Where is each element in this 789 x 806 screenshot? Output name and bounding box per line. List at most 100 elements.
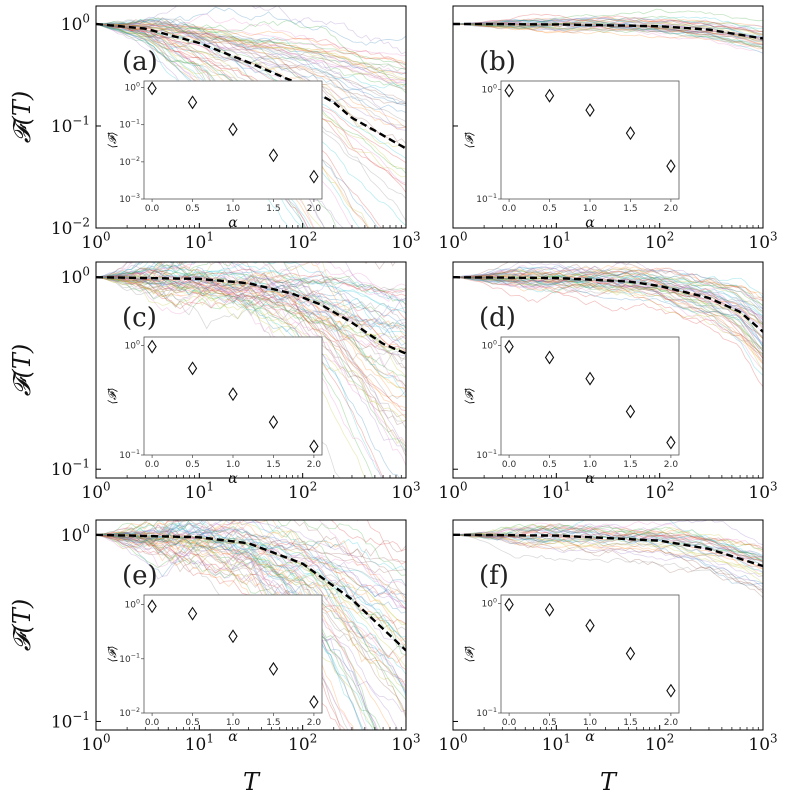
trajectory-line (453, 276, 763, 344)
trajectory-line (96, 22, 406, 94)
trajectory-line (96, 262, 406, 315)
trajectory-line (96, 276, 406, 422)
panel-a: 100 101 102 103 10−2 10−1 100 (a) 0.0 0.5 1.0 1.5 2.… (8, 5, 421, 253)
trajectory-line (96, 532, 406, 664)
trajectory-line (96, 269, 406, 411)
trajectory-line (96, 23, 406, 84)
inset-data-point (147, 81, 157, 96)
inset-plot: 0.0 0.5 1.0 1.5 2.0 100 10−1 α ⟨𝓕⟩ (463, 336, 680, 487)
mean-dashed-line (453, 533, 763, 568)
trajectory-line (453, 276, 763, 337)
trajectory-line (96, 23, 406, 81)
mean-dashed-line (453, 276, 763, 333)
axes-frame (452, 5, 764, 229)
trajectory-line (96, 262, 406, 305)
trajectory-line (96, 531, 406, 625)
inset-y-axis-label: ⟨𝓕⟩ (463, 646, 476, 663)
inset-x-tick-label: 1.0 (226, 460, 241, 470)
x-tick-label: 102 (645, 731, 674, 755)
x-tick-label: 101 (542, 229, 571, 253)
x-tick-label: 100 (81, 229, 110, 253)
x-tick-label: 102 (645, 229, 674, 253)
trajectory-line (453, 22, 763, 35)
inset-x-axis-label: α (585, 729, 595, 745)
inset-x-tick-label: 0.0 (145, 460, 160, 470)
trajectory-line (96, 23, 406, 74)
mean-dashed-line (96, 533, 406, 652)
trajectory-bundle (453, 262, 763, 387)
trajectory-line (453, 262, 763, 299)
inset-x-tick-label: 2.0 (664, 204, 679, 214)
trajectory-line (453, 19, 763, 39)
inset-y-axis-label: ⟨𝓕⟩ (463, 388, 476, 405)
trajectory-line (96, 532, 406, 695)
trajectory-line (96, 534, 406, 598)
inset-plot: 0.0 0.5 1.0 1.5 2.0 100 10−1 α ⟨𝓕⟩ (463, 80, 680, 231)
trajectory-line (96, 533, 406, 671)
axes-frame (95, 5, 407, 229)
inset-data-point (309, 439, 319, 454)
trajectory-line (96, 23, 406, 105)
trajectory-line (96, 522, 406, 603)
trajectory-line (453, 276, 763, 357)
trajectory-line (96, 276, 406, 320)
y-tick-label: 10−1 (51, 709, 90, 733)
trajectory-line (453, 533, 763, 577)
trajectory-line (96, 263, 406, 312)
trajectory-line (96, 20, 406, 147)
trajectory-line (96, 262, 406, 398)
trajectory-line (96, 23, 406, 129)
y-tick-label: 10−1 (51, 457, 90, 481)
x-tick-label: 100 (438, 731, 467, 755)
trajectory-line (453, 275, 763, 335)
x-tick-label: 103 (748, 229, 777, 253)
x-axis-label: T (600, 768, 618, 796)
trajectory-line (96, 534, 406, 626)
trajectory-line (453, 18, 763, 39)
trajectory-line (453, 19, 763, 38)
trajectory-line (453, 276, 763, 376)
trajectory-line (453, 20, 763, 54)
trajectory-line (453, 273, 763, 354)
trajectory-line (96, 262, 406, 354)
trajectory-line (453, 271, 763, 325)
panel-d: 100 101 102 103 (d) 0.0 0.5 1.0 1.5 2.0 100 10−1 α ⟨𝓕… (438, 261, 778, 503)
mean-dashed-line (96, 276, 406, 355)
trajectory-line (453, 276, 763, 346)
trajectory-line (96, 276, 406, 393)
trajectory-line (96, 23, 406, 193)
trajectory-line (453, 269, 763, 352)
trajectory-line (96, 264, 406, 452)
inset-x-tick-label: 0.5 (185, 204, 199, 214)
trajectory-line (96, 275, 406, 336)
inset-data-point (309, 169, 319, 184)
trajectory-line (96, 23, 406, 113)
trajectory-line (96, 13, 406, 75)
trajectory-line (453, 523, 763, 558)
trajectory-line (453, 273, 763, 318)
inset-x-tick-label: 0.0 (145, 204, 160, 214)
trajectory-line (96, 271, 406, 355)
inset-data-point (585, 618, 595, 633)
trajectory-line (453, 21, 763, 41)
trajectory-line (96, 23, 406, 131)
trajectory-line (96, 269, 406, 333)
trajectory-line (96, 262, 406, 429)
inset-x-tick-label: 1.5 (623, 204, 637, 214)
x-tick-label: 103 (748, 731, 777, 755)
trajectory-line (453, 522, 763, 549)
trajectory-line (453, 276, 763, 387)
trajectory-line (96, 532, 406, 693)
trajectory-line (96, 534, 377, 730)
inset-y-axis-label: ⟨𝓕⟩ (106, 646, 119, 663)
trajectory-line (96, 528, 378, 730)
trajectory-line (96, 524, 406, 614)
inset-x-tick-label: 0.5 (185, 460, 199, 470)
trajectory-line (96, 276, 406, 368)
trajectory-line (453, 271, 763, 345)
trajectory-line (453, 275, 763, 365)
inset-x-axis-label: α (228, 215, 238, 231)
inset-data-point (187, 361, 198, 376)
trajectory-line (96, 523, 406, 692)
trajectory-line (96, 23, 406, 130)
